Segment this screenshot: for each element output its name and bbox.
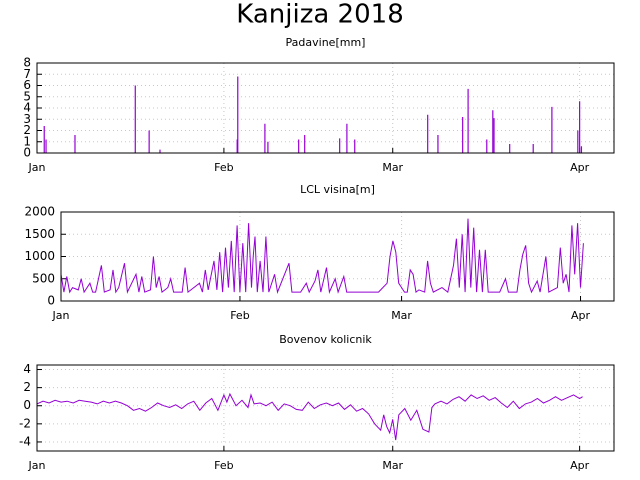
x-tick-label: Apr [571,309,591,322]
x-tick-label: Mar [391,309,412,322]
x-tick-label: Feb [230,309,249,322]
subplot-title: LCL visina[m] [300,183,375,196]
y-tick-label: 0 [23,398,31,412]
x-tick-label: Jan [28,161,46,174]
y-tick-label: -2 [19,416,31,430]
x-tick-label: Apr [570,161,590,174]
y-tick-label: 0 [23,146,31,160]
data-line [60,218,584,294]
y-tick-label: 6 [23,78,31,92]
y-tick-label: 1000 [24,249,55,263]
y-tick-label: -4 [19,434,31,448]
y-tick-label: 1500 [24,227,55,241]
x-tick-label: Mar [382,459,403,472]
x-tick-label: Jan [52,309,70,322]
plot-frame [36,364,615,452]
x-tick-label: Feb [214,459,233,472]
subplot-title: Bovenov kolicnik [279,333,372,346]
plot-frame [36,62,615,154]
x-tick-label: Mar [382,161,403,174]
y-tick-label: 5 [23,89,31,103]
y-tick-label: 2 [23,123,31,137]
x-tick-label: Apr [570,459,590,472]
y-tick-label: 2 [23,380,31,394]
y-tick-label: 4 [23,101,31,115]
x-tick-label: Jan [28,459,46,472]
y-tick-label: 1 [23,134,31,148]
y-tick-label: 8 [23,56,31,70]
y-tick-label: 0 [47,294,55,308]
y-tick-label: 500 [32,271,55,285]
data-line [36,392,583,441]
x-tick-label: Feb [214,161,233,174]
plot-frame [60,211,615,302]
y-tick-label: 2000 [24,205,55,219]
y-tick-label: 4 [23,362,31,376]
subplot-title: Padavine[mm] [286,36,366,49]
y-tick-label: 3 [23,112,31,126]
chart-title: Kanjiza 2018 [236,0,403,30]
y-tick-label: 7 [23,67,31,81]
